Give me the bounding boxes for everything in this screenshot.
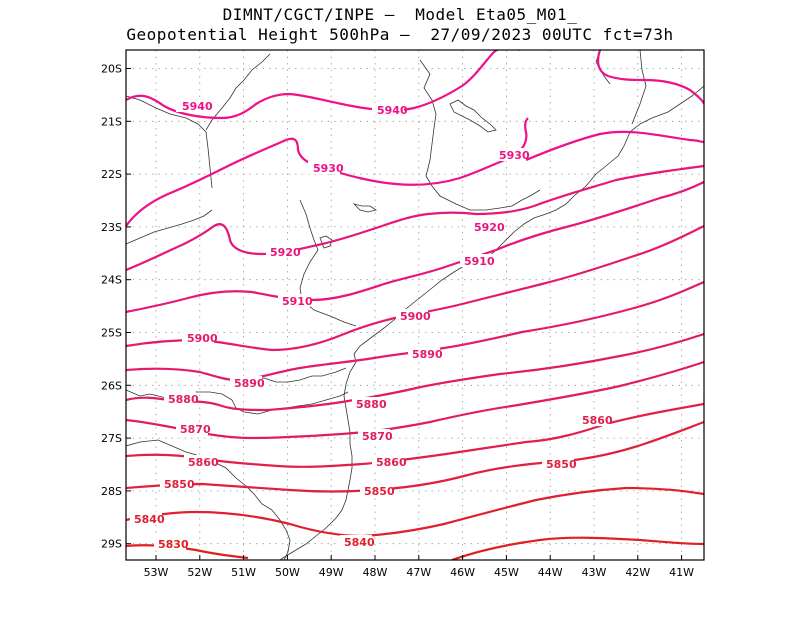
state-border	[126, 389, 349, 415]
contour-label: 5900	[400, 310, 431, 323]
lon-tick-label: 49W	[319, 566, 344, 579]
contour-labels: 5940 5940 5930 5930 5920 5920 5910 5910 …	[130, 99, 613, 551]
contour-5920	[126, 164, 704, 272]
contour-label: 5840	[134, 513, 165, 526]
state-border	[419, 59, 541, 211]
contour-label: 5850	[164, 478, 195, 491]
contour-label: 5890	[234, 377, 265, 390]
lon-tick-label: 48W	[363, 566, 388, 579]
contour-label: 5930	[499, 149, 530, 162]
lon-tick-label: 47W	[406, 566, 431, 579]
height-contours	[126, 50, 704, 560]
lon-tick-label: 45W	[494, 566, 519, 579]
contour-label: 5830	[158, 538, 189, 551]
contour-label: 5920	[474, 221, 505, 234]
contour-label: 5860	[376, 456, 407, 469]
lat-tick-label: 20S	[101, 63, 122, 76]
contour-5840	[126, 486, 704, 538]
lake	[449, 99, 497, 133]
lon-tick-label: 41W	[669, 566, 694, 579]
graticule-grid	[126, 50, 704, 560]
contour-label: 5890	[412, 348, 443, 361]
map-frame	[125, 49, 705, 561]
lon-tick-label: 43W	[582, 566, 607, 579]
contour-label: 5850	[364, 485, 395, 498]
contour-5940	[126, 50, 520, 120]
contour-5870	[126, 360, 704, 440]
contour-label: 5870	[362, 430, 393, 443]
lake	[352, 203, 377, 213]
lat-tick-label: 27S	[101, 432, 122, 445]
contour-5910	[126, 181, 704, 314]
state-border	[299, 199, 357, 327]
lat-tick-label: 23S	[101, 221, 122, 234]
state-border	[126, 95, 213, 189]
lat-tick-label: 24S	[101, 274, 122, 287]
lon-tick-label: 53W	[144, 566, 169, 579]
lon-tick-label: 44W	[538, 566, 563, 579]
state-border	[631, 50, 647, 125]
state-border	[205, 53, 271, 131]
contour-label: 5850	[546, 458, 577, 471]
title-line-1: DIMNT/CGCT/INPE – Model Eta05_M01_	[222, 5, 578, 24]
contour-5890	[126, 280, 704, 382]
title-line-2: Geopotential Height 500hPa – 27/09/2023 …	[126, 25, 674, 44]
state-border	[126, 209, 213, 245]
contour-label: 5940	[182, 100, 213, 113]
longitude-labels: 53W 52W 51W 50W 49W 48W 47W 46W 45W 44W 43W 42W 41W	[144, 555, 694, 579]
contour-5930b	[525, 130, 704, 162]
contour-label: 5920	[270, 246, 301, 259]
contour-label: 5880	[168, 393, 199, 406]
state-border	[126, 439, 291, 560]
contour-label: 5940	[377, 104, 408, 117]
contour-label: 5930	[313, 162, 344, 175]
coastline-borders	[126, 50, 704, 560]
lake	[319, 235, 333, 249]
contour-label: 5910	[282, 295, 313, 308]
contour-label: 5910	[464, 255, 495, 268]
lon-tick-label: 52W	[187, 566, 212, 579]
lat-tick-label: 29S	[101, 538, 122, 551]
latitude-labels: 20S 21S 22S 23S 24S 25S 26S 27S 28S 29S	[101, 63, 131, 551]
lat-tick-label: 22S	[101, 168, 122, 181]
contour-5830b	[451, 536, 704, 560]
lat-tick-label: 26S	[101, 379, 122, 392]
contour-5850	[126, 420, 704, 493]
contour-label: 5870	[180, 423, 211, 436]
lon-tick-label: 50W	[275, 566, 300, 579]
lat-tick-label: 28S	[101, 485, 122, 498]
contour-label: 5900	[187, 332, 218, 345]
lon-tick-label: 51W	[231, 566, 256, 579]
contour-5880	[126, 332, 704, 412]
contour-5830	[126, 544, 249, 560]
contour-label: 5860	[188, 456, 219, 469]
contour-5940b	[597, 50, 704, 105]
contour-label: 5880	[356, 398, 387, 411]
coastline	[279, 85, 704, 560]
lat-tick-label: 25S	[101, 327, 122, 340]
contour-label: 5840	[344, 536, 375, 549]
contour-label: 5860	[582, 414, 613, 427]
lat-tick-label: 21S	[101, 115, 122, 128]
lon-tick-label: 46W	[450, 566, 475, 579]
lon-tick-label: 42W	[625, 566, 650, 579]
